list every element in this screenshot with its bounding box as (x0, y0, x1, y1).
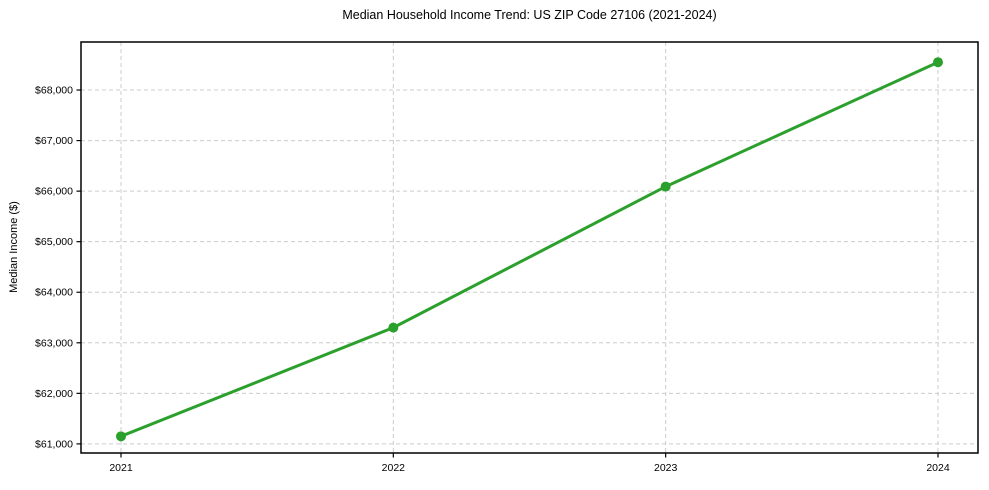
y-tick-label: $67,000 (35, 135, 73, 147)
y-tick-label: $66,000 (35, 186, 73, 198)
y-tick-label: $65,000 (35, 236, 73, 248)
y-tick-label: $62,000 (35, 388, 73, 400)
data-point-2024 (932, 57, 943, 68)
x-tick-label: 2021 (109, 462, 133, 474)
x-tick-label: 2024 (926, 462, 950, 474)
y-tick-label: $61,000 (35, 438, 73, 450)
y-tick-label: $64,000 (35, 287, 73, 299)
x-tick-label: 2023 (654, 462, 678, 474)
data-point-2023 (660, 181, 671, 192)
y-tick-label: $63,000 (35, 337, 73, 349)
data-point-2022 (388, 322, 399, 333)
data-point-2021 (116, 431, 127, 442)
plot-border (80, 41, 979, 454)
trend-line (119, 60, 940, 438)
y-tick-label: $68,000 (35, 85, 73, 97)
chart-title: Median Household Income Trend: US ZIP Co… (342, 8, 717, 22)
x-tick-label: 2022 (382, 462, 406, 474)
